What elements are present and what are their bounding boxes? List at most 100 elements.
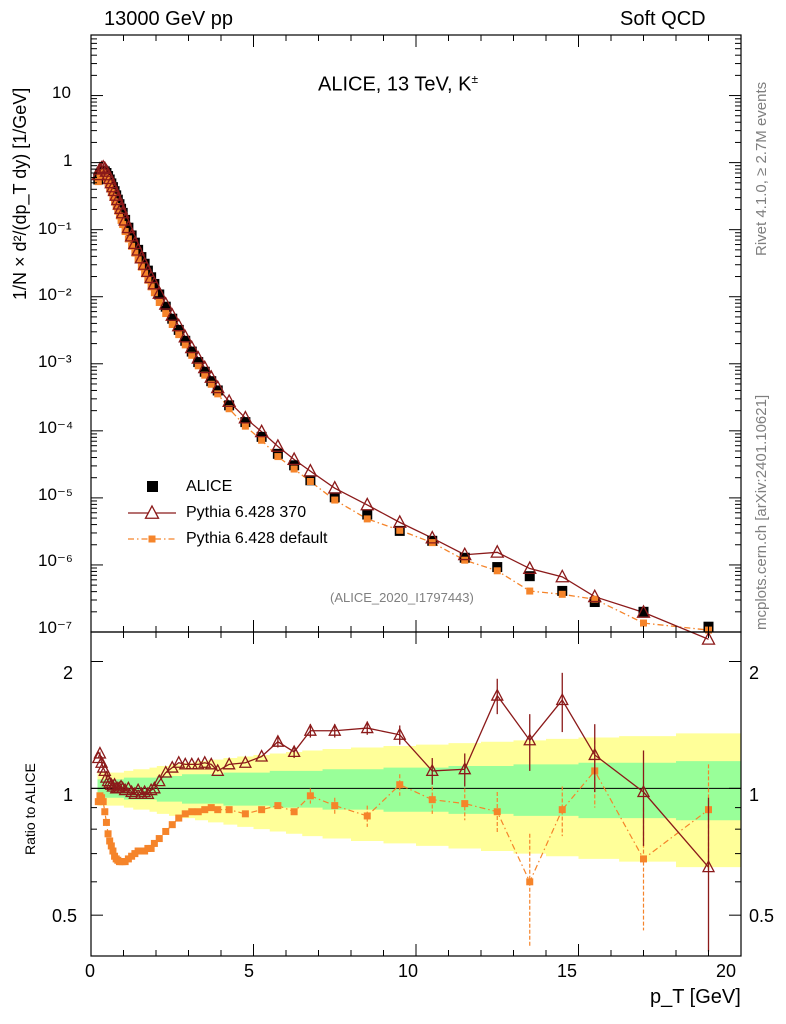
pythia-default-point — [121, 228, 129, 236]
main-ytick-label: 10 — [52, 83, 71, 102]
rivet-version-label: Rivet 4.1.0, ≥ 2.7M events — [753, 81, 770, 256]
pythia-default-point — [558, 590, 566, 598]
pythia-370-point — [124, 228, 139, 242]
alice-inner-uncertainty-band — [97, 761, 741, 821]
pythia-370-ratio-point — [152, 773, 166, 787]
pythia-default-ratio-point — [168, 821, 176, 829]
pythia-default-ratio-point — [258, 806, 266, 814]
legend-marker-alice — [147, 481, 158, 492]
pythia-default-point — [201, 371, 209, 379]
pythia-370-point — [210, 379, 225, 394]
pythia-default-point — [493, 567, 501, 575]
ratio-plot-series — [91, 672, 716, 952]
pythia-default-point — [128, 242, 136, 250]
legend-label-pythia-370: Pythia 6.428 370 — [186, 504, 307, 521]
pythia-default-point — [591, 595, 599, 603]
pythia-370-point — [152, 285, 167, 299]
legend-label-alice: ALICE — [186, 478, 233, 495]
pythia-370-point — [171, 317, 186, 332]
alice-data-point — [289, 460, 300, 471]
pythia-370-point — [238, 410, 253, 424]
alice-data-point — [180, 335, 191, 346]
alice-data-point — [492, 562, 503, 573]
pythia-370-point — [587, 588, 602, 603]
main-ytick-label: 10⁻² — [38, 285, 72, 304]
pythia-default-point — [111, 198, 119, 206]
pythia-default-point — [107, 189, 115, 197]
pythia-default-ratio-point — [98, 794, 106, 802]
main-ytick-label: 10⁻⁶ — [38, 551, 73, 570]
pythia-370-point — [287, 451, 302, 466]
pythia-370-ratio-point — [255, 749, 269, 762]
pythia-default-ratio-point — [94, 798, 102, 806]
pythia-default-ratio-point — [274, 802, 282, 810]
pythia-370-point — [197, 359, 212, 374]
alice-data-point — [638, 606, 649, 617]
alice-data-point — [120, 214, 131, 225]
main-ytick-label: 10⁻³ — [38, 352, 72, 371]
alice-data-point — [123, 222, 134, 233]
pythia-370-point — [165, 307, 180, 321]
pythia-370-point — [254, 423, 269, 438]
header-energy-label: 13000 GeV pp — [104, 8, 233, 30]
pythia-370-ratio-point — [185, 757, 199, 770]
main-plot-series — [91, 159, 716, 645]
x-axis-label: p_T [GeV] — [650, 986, 741, 1008]
pythia-370-point — [178, 329, 193, 343]
pythia-370-point — [701, 631, 716, 645]
pythia-370-ratio-point — [238, 755, 252, 768]
pythia-default-ratio-point — [331, 802, 339, 810]
pythia-default-point — [141, 270, 149, 278]
pythia-370-point — [110, 191, 125, 206]
pythia-370-point — [490, 544, 505, 558]
legend-marker-pythia-default — [148, 535, 156, 543]
pythia-default-point — [214, 390, 222, 398]
legend-marker-pythia-370 — [144, 504, 160, 519]
alice-data-point — [193, 357, 204, 368]
pythia-370-ratio-point — [393, 727, 407, 740]
pythia-370-point — [522, 560, 537, 575]
plot-title-sup: ± — [471, 72, 479, 86]
pythia-370-point — [270, 438, 285, 452]
pythia-370-ratio-point — [328, 723, 342, 736]
pythia-default-ratio-point — [526, 878, 534, 886]
pythia-default-point — [640, 619, 647, 627]
legend-label-pythia-default: Pythia 6.428 default — [186, 530, 328, 547]
pythia-370-ratio-point — [94, 755, 109, 768]
alice-data-point — [240, 417, 251, 428]
pythia-370-ratio-point — [287, 744, 301, 758]
pythia-default-point — [188, 351, 196, 359]
pythia-370-ratio-point — [211, 763, 225, 777]
pythia-default-point — [225, 405, 233, 413]
pythia-370-ratio-point — [271, 734, 285, 747]
pythia-default-ratio-point — [306, 792, 314, 800]
pythia-default-ratio-point — [493, 808, 501, 816]
pythia-default-point — [144, 276, 152, 284]
pythia-370-point — [327, 480, 342, 494]
pythia-370-ratio-point — [360, 720, 374, 734]
pythia-370-point — [191, 350, 206, 364]
pythia-default-ratio-point — [225, 806, 233, 814]
pythia-370-ratio-point — [128, 786, 142, 800]
pythia-default-point — [526, 587, 534, 595]
pythia-default-ratio-point — [106, 837, 114, 845]
pythia-370-ratio-point — [144, 782, 158, 796]
pythia-370-ratio-point — [198, 755, 212, 768]
xtick-label: 20 — [716, 961, 737, 981]
legend-markers — [128, 481, 176, 543]
ratio-ytick-label-left: 2 — [63, 663, 74, 683]
pythia-default-ratio-point — [558, 806, 566, 814]
pythia-default-point — [207, 380, 215, 388]
pythia-370-point — [360, 497, 375, 511]
pythia-370-ratio-point — [303, 723, 317, 736]
main-y-axis-label: 1/N × d²/(dp_T dy) [1/GeV] — [10, 87, 30, 300]
pythia-default-ratio-point — [363, 812, 371, 820]
pythia-default-ratio-point — [640, 855, 647, 863]
pythia-370-point — [636, 604, 651, 618]
pythia-default-ratio-point — [290, 808, 298, 816]
pythia-default-point — [258, 436, 266, 444]
axes-ticks — [90, 34, 742, 957]
pythia-370-point — [127, 235, 142, 250]
pythia-default-line — [97, 171, 709, 631]
